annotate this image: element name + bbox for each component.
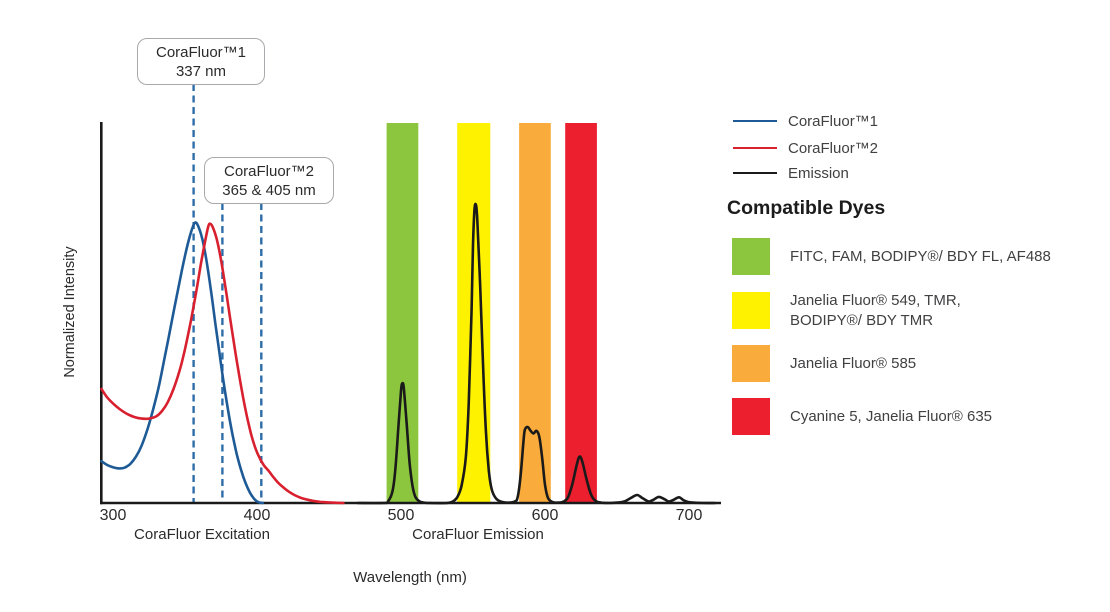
filter-band-green [386, 123, 419, 503]
emission-section-label: CoraFluor Emission [412, 526, 544, 543]
legend-item-emission: Emission [733, 163, 849, 183]
x-tick-label-700: 700 [676, 507, 703, 524]
corafluor2-line-sample [733, 147, 777, 149]
dye-label: Janelia Fluor® 585 [790, 354, 917, 372]
legend-item-corafluor2: CoraFluor™2 [733, 138, 878, 158]
excitation-section-label: CoraFluor Excitation [134, 526, 270, 543]
curve-corafluor1-excitation [100, 221, 265, 505]
curve-corafluor2-excitation [100, 222, 345, 505]
filter-band-yellow [457, 123, 491, 503]
dye-row-red: Cyanine 5, Janelia Fluor® 635 [732, 398, 992, 435]
orange-filter-swatch [732, 345, 770, 382]
dye-row-yellow: Janelia Fluor® 549, TMR, BODIPY®/ BDY TM… [732, 291, 961, 330]
legend-label: Emission [788, 164, 849, 182]
legend-label: CoraFluor™2 [788, 139, 879, 157]
legend-item-corafluor1: CoraFluor™1 [733, 111, 878, 131]
curve-emission [356, 202, 717, 505]
x-tick-label-400: 400 [244, 507, 271, 524]
dye-label: FITC, FAM, BODIPY®/ BDY FL, AF488 [790, 247, 1051, 265]
x-axis-title: Wavelength (nm) [353, 569, 467, 586]
dye-label: Cyanine 5, Janelia Fluor® 635 [790, 407, 993, 425]
x-axis-tick-labels: 300 400 500 600 700 [100, 507, 703, 524]
callout-corafluor1-wavelength: 337 nm [175, 62, 227, 80]
legend-label: CoraFluor™1 [788, 112, 879, 130]
dye-row-green: FITC, FAM, BODIPY®/ BDY FL, AF488 [732, 238, 1051, 275]
callout-corafluor1: CoraFluor™1 337 nm [137, 38, 265, 85]
red-filter-swatch [732, 398, 770, 435]
x-tick-label-300: 300 [100, 507, 127, 524]
dye-row-orange: Janelia Fluor® 585 [732, 345, 916, 382]
excitation-marker-lines [192, 84, 263, 503]
x-tick-label-600: 600 [532, 507, 559, 524]
y-axis-title: Normalized Intensity [62, 246, 78, 378]
green-filter-swatch [732, 238, 770, 275]
callout-corafluor2-wavelength: 365 & 405 nm [222, 181, 316, 199]
spectra-curves [100, 202, 717, 505]
corafluor1-line-sample [733, 120, 777, 122]
dye-label: Janelia Fluor® 549, TMR, BODIPY®/ BDY TM… [790, 292, 961, 329]
callout-corafluor2-name: CoraFluor™2 [223, 162, 315, 180]
callout-corafluor1-name: CoraFluor™1 [155, 43, 247, 61]
compatible-dyes-heading: Compatible Dyes [727, 197, 886, 219]
yellow-filter-swatch [732, 292, 770, 329]
x-tick-label-500: 500 [388, 507, 415, 524]
filter-band-red [565, 123, 597, 503]
filter-bands [386, 123, 597, 503]
emission-line-sample [733, 172, 777, 174]
callout-corafluor2: CoraFluor™2 365 & 405 nm [204, 157, 334, 204]
